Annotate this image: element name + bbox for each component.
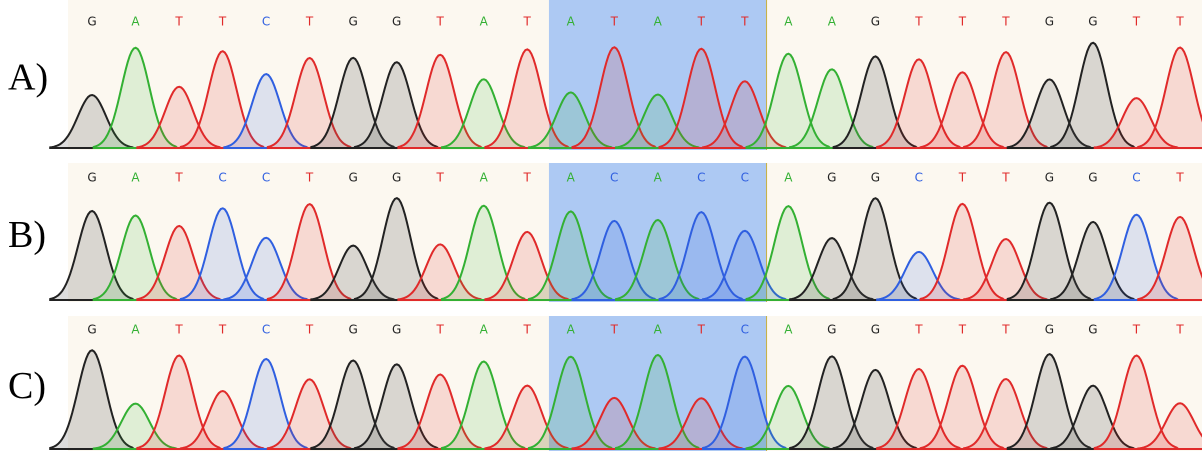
base-call: T [305,171,314,185]
base-call: T [435,323,444,337]
base-call: A [828,15,837,29]
base-call: G [392,171,401,185]
base-call: T [1175,171,1184,185]
base-call: T [174,15,183,29]
base-call: T [610,15,619,29]
base-call: G [871,15,880,29]
base-call: T [1175,323,1184,337]
base-call: G [348,15,357,29]
base-call: A [784,15,793,29]
base-call: T [697,15,706,29]
base-call: A [131,15,140,29]
base-call: C [1132,171,1140,185]
base-call: G [87,15,96,29]
panel-label: C) [8,365,46,407]
base-call: A [654,15,663,29]
base-call: A [567,171,576,185]
base-call: T [523,171,532,185]
base-call: T [1132,323,1141,337]
chromatogram-figure: G A T T C T G G T A T A T A T T A A G T T T G G T T A) G A T C C T G G T A T A… [0,0,1202,451]
base-call: A [480,323,489,337]
base-call: T [1001,323,1010,337]
base-call: G [827,171,836,185]
base-call: A [480,171,489,185]
base-call: G [392,15,401,29]
base-call: C [741,171,749,185]
panel-label: A) [8,57,48,99]
base-call: T [174,323,183,337]
base-call: T [218,15,227,29]
panel-label: B) [8,214,46,256]
base-call: T [435,171,444,185]
base-call: T [914,15,923,29]
base-call: G [1045,171,1054,185]
base-call: A [480,15,489,29]
base-call: C [262,15,270,29]
base-call: A [784,323,793,337]
base-call: A [654,323,663,337]
base-call: T [1001,15,1010,29]
base-call: G [87,323,96,337]
base-call: C [262,171,270,185]
base-call: G [87,171,96,185]
base-call: T [435,15,444,29]
base-call: A [567,15,576,29]
base-call: T [958,171,967,185]
base-call: G [1088,15,1097,29]
base-call: T [1175,15,1184,29]
base-call: T [740,15,749,29]
base-call: G [348,171,357,185]
base-call: T [523,15,532,29]
base-call: G [1045,15,1054,29]
base-call: G [871,171,880,185]
base-call: A [567,323,576,337]
base-call: T [1132,15,1141,29]
base-call: G [1045,323,1054,337]
base-call: G [348,323,357,337]
base-call: C [218,171,226,185]
base-call: T [174,171,183,185]
base-call: G [392,323,401,337]
base-call: G [871,323,880,337]
base-call: C [741,323,749,337]
base-call: T [958,323,967,337]
base-call: G [827,323,836,337]
base-call: A [654,171,663,185]
base-call: G [1088,171,1097,185]
base-call: T [958,15,967,29]
base-call: C [915,171,923,185]
base-call: T [218,323,227,337]
base-call: C [262,323,270,337]
base-call: A [131,323,140,337]
base-call: T [610,323,619,337]
base-call: T [523,323,532,337]
base-call: C [697,171,705,185]
page: {"panels": [ {"label": "A)", "bases": ["… [0,0,1202,451]
base-call: A [131,171,140,185]
base-call: T [305,323,314,337]
base-call: G [1088,323,1097,337]
base-call: T [914,323,923,337]
base-call: T [697,323,706,337]
base-call: T [1001,171,1010,185]
base-call: A [784,171,793,185]
base-call: T [305,15,314,29]
base-call: C [610,171,618,185]
